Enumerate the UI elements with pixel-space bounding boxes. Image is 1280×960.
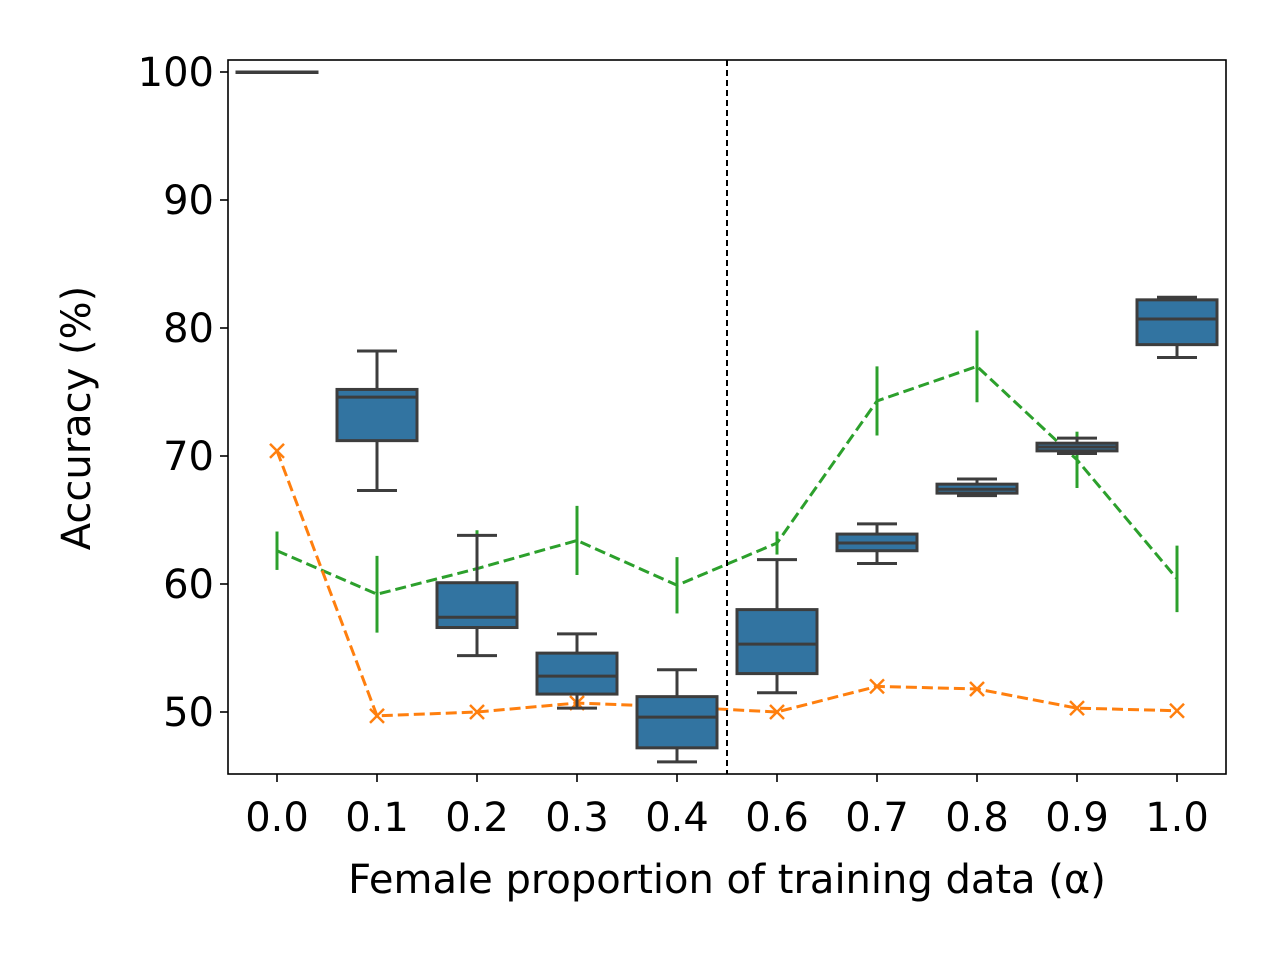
chart-axes: 100 90 80 70 60 50 0.0 0.1 0.2 0.3 0.4 0.6 0.7 0.8 0.9… (138, 50, 1227, 841)
x-tick-label: 0.4 (645, 795, 709, 841)
box-group-0.8 (935, 477, 1019, 498)
marker-stroke (469, 704, 485, 720)
series-marker (369, 707, 385, 724)
x-tick-label: 0.7 (845, 795, 909, 841)
chart-boxes (235, 70, 1219, 764)
x-tick-label: 0.2 (445, 795, 509, 841)
x-tick-label: 1.0 (1145, 795, 1209, 841)
x-tick-label: 0.1 (345, 795, 409, 841)
box-body (1135, 298, 1219, 347)
series-marker (869, 678, 885, 695)
marker-stroke (769, 704, 785, 720)
box-group-0.3 (535, 632, 619, 710)
box-body (435, 581, 519, 630)
marker-stroke (869, 678, 885, 695)
box-group-0.2 (435, 533, 519, 658)
marker-stroke (369, 707, 385, 724)
box-group-0.6 (735, 558, 819, 695)
y-tick-label: 100 (138, 50, 214, 96)
series-line (275, 450, 1178, 718)
x-axis-label: Female proportion of training data (α) (348, 857, 1106, 903)
box-group-0.9 (1035, 436, 1119, 455)
box-body (735, 608, 819, 676)
series-marker (1069, 700, 1085, 717)
x-tick-label: 0.9 (1045, 795, 1109, 841)
x-tick-label: 0.6 (745, 795, 809, 841)
box-body (635, 695, 719, 750)
series-marker (1169, 702, 1185, 719)
marker-stroke (969, 681, 985, 697)
series-marker (969, 681, 985, 697)
y-tick-label: 50 (163, 690, 214, 736)
series-marker (469, 704, 485, 720)
y-tick-label: 70 (163, 434, 214, 480)
box-group-0.7 (835, 522, 919, 566)
marker-stroke (1069, 700, 1085, 717)
plot-frame (227, 59, 1227, 775)
y-tick-label: 80 (163, 306, 214, 352)
marker-stroke (269, 442, 285, 459)
x-tick-label: 0.3 (545, 795, 609, 841)
y-tick-label: 60 (163, 562, 214, 608)
series-marker (269, 442, 285, 459)
y-tick-label: 90 (163, 178, 214, 224)
marker-stroke (1169, 702, 1185, 719)
x-tick-label: 0.0 (245, 795, 309, 841)
box-group-0.0 (235, 70, 319, 74)
x-tick-label: 0.8 (945, 795, 1009, 841)
series-marker (769, 704, 785, 720)
box-body (535, 651, 619, 696)
box-group-0.1 (335, 349, 419, 493)
y-axis-label: Accuracy (%) (54, 286, 100, 551)
box-group-0.4 (635, 668, 719, 764)
box-group-1.0 (1135, 295, 1219, 359)
